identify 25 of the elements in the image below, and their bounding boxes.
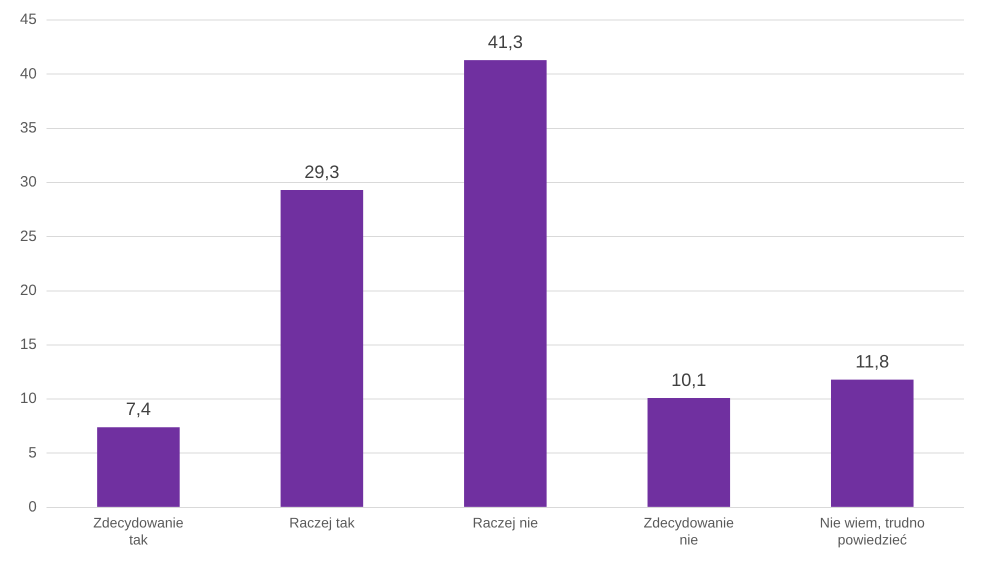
y-tick-label: 10 [20,390,37,408]
y-tick-label: 40 [20,65,37,82]
bar [464,60,547,507]
y-tick-label: 20 [20,282,37,299]
data-label: 7,4 [126,399,151,420]
x-tick-label: Zdecydowanie tak [93,514,184,548]
bar [830,380,914,507]
data-label: 10,1 [671,370,706,390]
x-tick-label: Nie wiem, trudno powiedzieć [820,514,925,548]
y-tick-label: 0 [28,498,37,516]
y-tick-label: 5 [28,444,37,462]
y-tick-label: 30 [20,174,37,191]
y-tick-label: 25 [20,228,37,245]
y-tick-label: 15 [20,336,37,354]
bar [648,398,730,507]
bar [97,427,180,507]
data-label: 29,3 [304,162,340,182]
data-label: 11,8 [855,352,890,372]
x-tick-label: Zdecydowanie nie [644,514,734,548]
bar [280,190,364,507]
x-tick-label: Raczej nie [472,514,538,531]
y-tick-label: 45 [20,11,37,28]
y-tick-label: 35 [20,119,37,136]
x-tick-label: Raczej tak [289,514,356,531]
data-label: 41,3 [488,32,523,52]
